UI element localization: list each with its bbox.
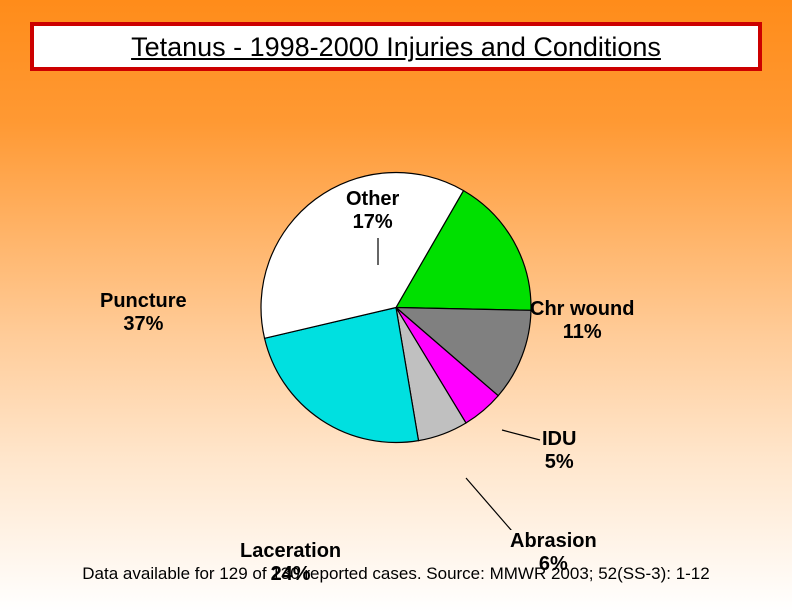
title-box: Tetanus - 1998-2000 Injuries and Conditi… bbox=[30, 22, 762, 71]
pie-chart: Other 17% Chr wound 11% IDU 5% Abrasion … bbox=[0, 90, 792, 530]
label-idu: IDU 5% bbox=[542, 428, 576, 474]
footnote: Data available for 129 of 130 reported c… bbox=[0, 564, 792, 584]
label-chr-wound: Chr wound 11% bbox=[530, 298, 634, 344]
label-idu-top: IDU bbox=[542, 428, 576, 450]
page-title: Tetanus - 1998-2000 Injuries and Conditi… bbox=[131, 32, 661, 62]
label-other-top: Other bbox=[346, 188, 399, 210]
label-chr-wound-top: Chr wound bbox=[530, 298, 634, 320]
label-puncture: Puncture 37% bbox=[100, 290, 187, 336]
label-puncture-pct: 37% bbox=[123, 313, 163, 335]
label-chr-wound-pct: 11% bbox=[563, 321, 602, 343]
label-abrasion-top: Abrasion bbox=[510, 530, 597, 552]
label-laceration-top: Laceration bbox=[240, 540, 341, 562]
leader-abrasion bbox=[466, 478, 518, 530]
label-idu-pct: 5% bbox=[545, 451, 574, 473]
slide: Tetanus - 1998-2000 Injuries and Conditi… bbox=[0, 0, 792, 612]
label-puncture-top: Puncture bbox=[100, 290, 187, 312]
label-other: Other 17% bbox=[346, 188, 399, 234]
label-other-pct: 17% bbox=[353, 211, 393, 233]
